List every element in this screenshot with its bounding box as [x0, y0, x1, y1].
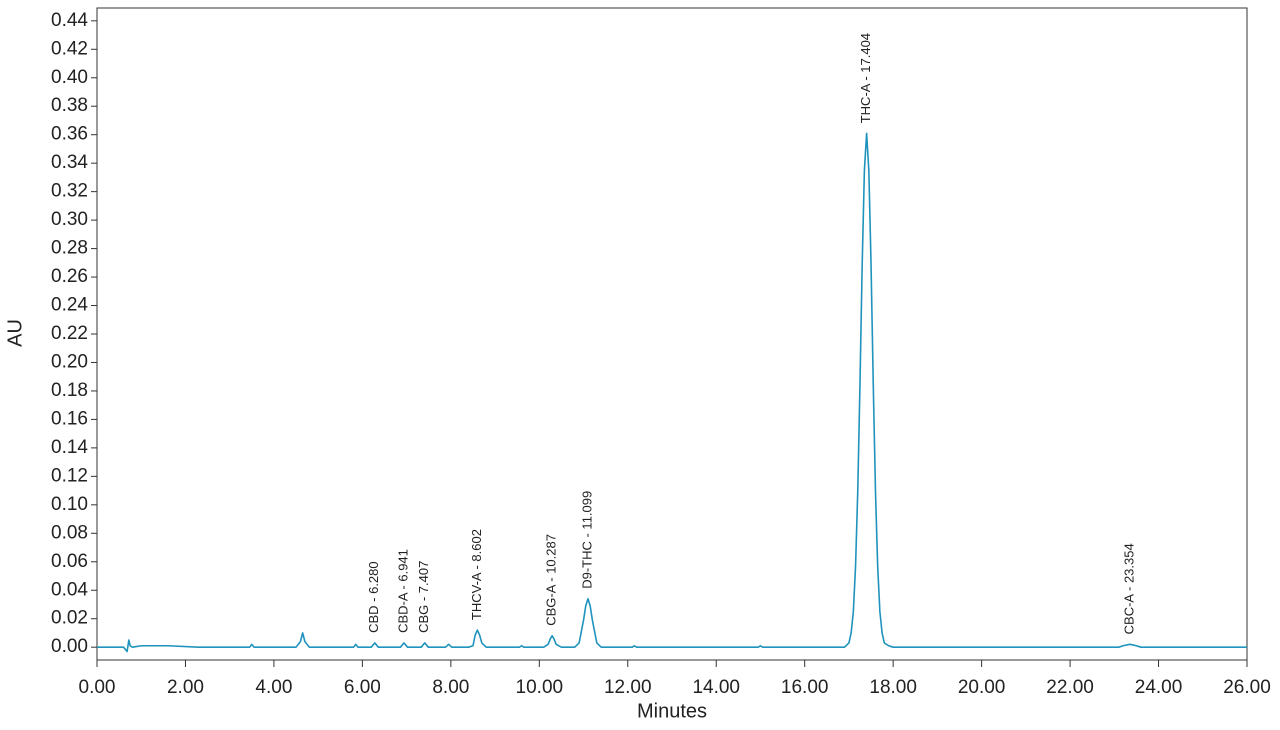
trace-line: [97, 132, 1247, 653]
y-tick-label: 0.20: [51, 351, 88, 372]
peak-label: THC-A - 17.404: [858, 33, 873, 123]
x-tick-label: 16.00: [781, 677, 829, 698]
x-tick-label: 26.00: [1223, 677, 1271, 698]
peak-label: CBG - 7.407: [416, 561, 431, 633]
y-tick-label: 0.38: [51, 95, 88, 116]
x-tick-label: 18.00: [869, 677, 917, 698]
y-tick-label: 0.16: [51, 408, 88, 429]
x-tick-label: 4.00: [255, 677, 292, 698]
x-tick-label: 20.00: [958, 677, 1006, 698]
peak-label: CBG-A - 10.287: [543, 534, 558, 626]
peak-label: CBD-A - 6.941: [395, 549, 410, 633]
y-tick-label: 0.32: [51, 181, 88, 202]
x-tick-label: 8.00: [432, 677, 469, 698]
y-tick-label: 0.22: [51, 323, 88, 344]
x-tick-label: 22.00: [1046, 677, 1094, 698]
peak-label: CBC-A - 23.354: [1121, 543, 1136, 634]
plot-frame: [96, 7, 1248, 661]
y-tick-label: 0.02: [51, 608, 88, 629]
x-tick-label: 14.00: [692, 677, 740, 698]
y-tick-label: 0.44: [51, 10, 88, 31]
peak-label: THCV-A - 8.602: [469, 529, 484, 620]
y-tick-label: 0.40: [51, 67, 88, 88]
y-tick-label: 0.14: [51, 437, 88, 458]
y-tick-label: 0.06: [51, 551, 88, 572]
y-tick-label: 0.42: [51, 38, 88, 59]
y-tick-label: 0.28: [51, 238, 88, 259]
y-tick-label: 0.18: [51, 380, 88, 401]
y-tick-label: 0.36: [51, 124, 88, 145]
peak-label: CBD - 6.280: [366, 561, 381, 633]
y-tick-label: 0.24: [51, 295, 88, 316]
y-tick-label: 0.04: [51, 579, 88, 600]
y-tick-label: 0.10: [51, 494, 88, 515]
y-tick-label: 0.30: [51, 209, 88, 230]
y-tick-label: 0.08: [51, 522, 88, 543]
y-tick-label: 0.12: [51, 465, 88, 486]
x-tick-label: 10.00: [516, 677, 564, 698]
y-axis-title: AU: [4, 319, 26, 347]
x-tick-label: 0.00: [79, 677, 116, 698]
x-tick-label: 6.00: [344, 677, 381, 698]
y-tick-label: 0.26: [51, 266, 88, 287]
x-tick-label: 24.00: [1135, 677, 1183, 698]
x-axis-title: Minutes: [637, 700, 707, 722]
peak-label: D9-THC - 11.099: [579, 491, 594, 589]
x-tick-label: 2.00: [167, 677, 204, 698]
x-tick-label: 12.00: [604, 677, 652, 698]
y-tick-label: 0.34: [51, 152, 88, 173]
y-tick-label: 0.00: [51, 636, 88, 657]
